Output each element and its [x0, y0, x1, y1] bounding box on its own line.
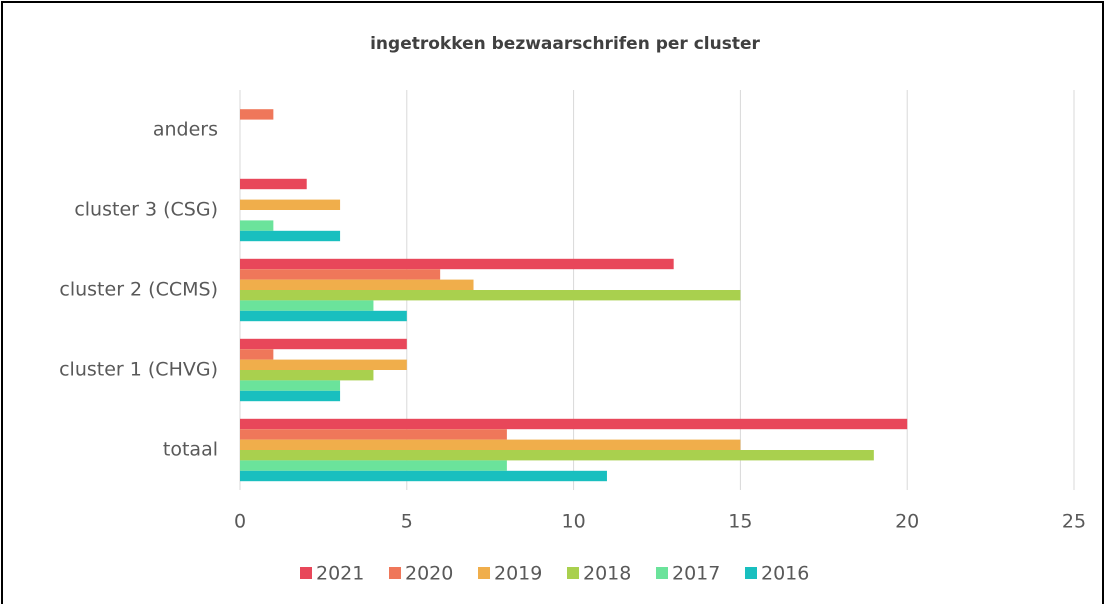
x-tick-label: 5 — [401, 511, 413, 533]
legend-label: 2017 — [672, 563, 720, 585]
bar — [240, 109, 274, 120]
y-tick-label: totaal — [163, 439, 218, 461]
bar — [240, 178, 307, 190]
bar — [240, 370, 374, 381]
bar — [240, 230, 341, 242]
legend-swatch — [745, 567, 757, 579]
y-tick-label: cluster 3 (CSG) — [74, 199, 218, 221]
bar — [240, 450, 874, 461]
bar — [240, 349, 274, 360]
legend-swatch — [656, 567, 668, 579]
bar — [240, 390, 341, 402]
bar — [240, 380, 341, 391]
bar — [240, 220, 274, 231]
x-tick-label: 15 — [728, 511, 752, 533]
bar — [240, 470, 607, 482]
legend-swatch — [389, 567, 401, 579]
x-tick-label: 25 — [1062, 511, 1086, 533]
bar — [240, 418, 908, 430]
x-tick-label: 0 — [234, 511, 246, 533]
y-tick-label: cluster 1 (CHVG) — [59, 359, 218, 381]
bar — [240, 199, 341, 210]
bar — [240, 439, 741, 450]
bar — [240, 310, 407, 322]
legend-label: 2021 — [316, 563, 364, 585]
bar — [240, 460, 507, 471]
legend-label: 2020 — [405, 563, 453, 585]
y-tick-label: anders — [153, 119, 218, 141]
bar — [240, 338, 407, 350]
bar — [240, 290, 741, 301]
bar — [240, 429, 507, 440]
legend-label: 2016 — [761, 563, 809, 585]
bar — [240, 258, 674, 270]
legend-label: 2019 — [494, 563, 542, 585]
bar — [240, 300, 374, 311]
legend-swatch — [567, 567, 579, 579]
bar — [240, 279, 474, 290]
x-tick-label: 10 — [562, 511, 586, 533]
y-tick-label: cluster 2 (CCMS) — [59, 279, 218, 301]
legend-swatch — [300, 567, 312, 579]
bar — [240, 269, 441, 280]
legend-label: 2018 — [583, 563, 631, 585]
legend-swatch — [478, 567, 490, 579]
x-tick-label: 20 — [895, 511, 919, 533]
chart-title: ingetrokken bezwaarschrifen per cluster — [370, 34, 760, 54]
bar — [240, 359, 407, 370]
